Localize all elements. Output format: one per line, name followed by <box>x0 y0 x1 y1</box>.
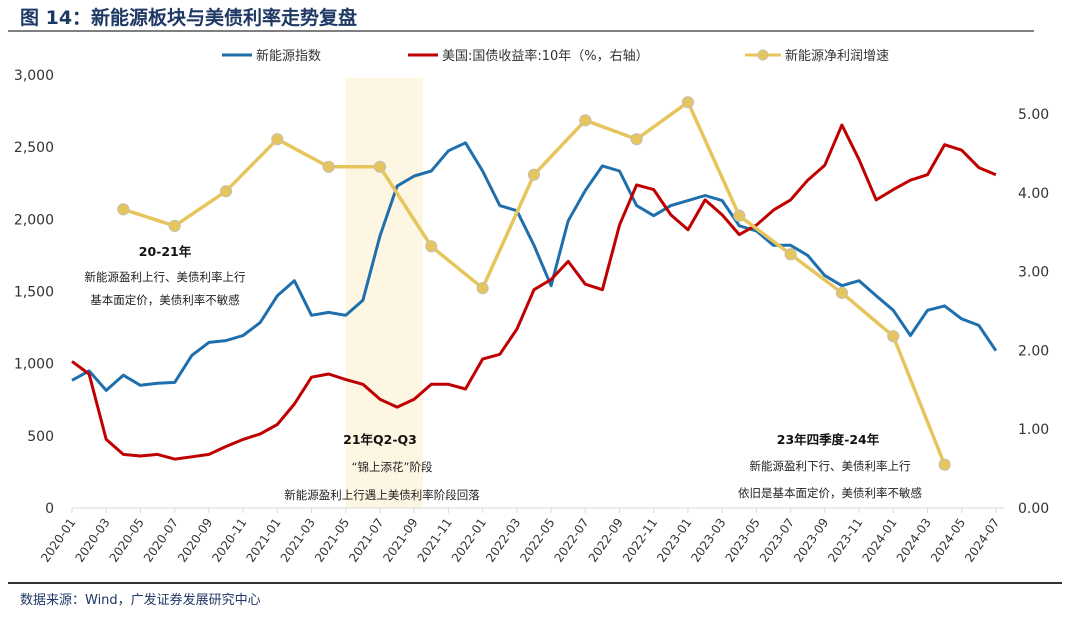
left-axis: 0 500 1,000 1,500 2,000 2,500 3,000 <box>14 68 54 517</box>
figure-title: 图 14：新能源板块与美债利率走势复盘 <box>20 6 357 29</box>
annotation-3-title: 23年四季度-24年 <box>777 432 880 447</box>
profit-growth-point <box>938 458 951 471</box>
left-tick-label: 1,500 <box>14 285 54 301</box>
x-axis: 2020-012020-032020-052020-072020-092020-… <box>38 507 1004 565</box>
annotation-3-line: 依旧是基本面定价，美债利率不敏感 <box>738 486 922 500</box>
annotation-1-title: 20-21年 <box>139 244 192 259</box>
right-tick-label: 0.00 <box>1018 501 1049 517</box>
profit-growth-point <box>373 160 387 173</box>
annotation-2-line: 新能源盈利上行遇上美债利率阶段回落 <box>284 488 480 502</box>
legend-label-profit: 新能源净利润增速 <box>785 48 889 64</box>
annotation-1-line: 新能源盈利上行、美债利率上行 <box>85 270 246 284</box>
left-tick-label: 2,500 <box>14 140 54 156</box>
left-tick-label: 1,000 <box>14 357 54 373</box>
annotation-2-line: “锦上添花”阶段 <box>352 460 433 474</box>
series-markers <box>117 96 951 471</box>
left-tick-label: 500 <box>27 429 54 445</box>
profit-growth-point <box>527 168 541 181</box>
source-note: 数据来源：Wind，广发证券发展研究中心 <box>20 592 261 608</box>
right-tick-label: 1.00 <box>1018 422 1049 438</box>
profit-growth-point <box>784 248 797 261</box>
profit-growth-point <box>168 219 181 232</box>
profit-growth-point <box>887 330 900 343</box>
legend-label-index: 新能源指数 <box>256 48 321 64</box>
profit-growth-point <box>476 282 489 295</box>
left-tick-label: 3,000 <box>14 68 54 84</box>
profit-growth-point <box>579 114 592 127</box>
profit-growth-point <box>425 240 438 253</box>
highlight-band <box>345 78 423 508</box>
profit-growth-point <box>681 96 695 109</box>
profit-growth-point <box>322 160 335 173</box>
profit-growth-point <box>117 203 130 216</box>
profit-growth-point <box>733 209 746 222</box>
series-line-index <box>71 141 998 392</box>
annotation-1-line: 基本面定价，美债利率不敏感 <box>90 293 240 307</box>
series-line-yield <box>71 123 997 461</box>
legend-marker-profit <box>757 49 769 61</box>
right-tick-label: 2.00 <box>1018 343 1049 359</box>
legend: 新能源指数 美国:国债收益率:10年（%，右轴） 新能源净利润增速 <box>222 48 889 64</box>
series-line-profit <box>122 100 947 466</box>
legend-label-yield: 美国:国债收益率:10年（%，右轴） <box>442 48 649 64</box>
left-tick-label: 0 <box>45 501 54 517</box>
left-tick-label: 2,000 <box>14 212 54 228</box>
annotation-3-line: 新能源盈利下行、美债利率上行 <box>750 459 911 473</box>
profit-growth-point <box>630 133 643 146</box>
right-axis: 0.00 1.00 2.00 3.00 4.00 5.00 <box>1018 107 1049 517</box>
profit-growth-point <box>219 185 233 198</box>
x-tick-label: 2024-07 <box>962 516 1002 565</box>
profit-growth-point <box>835 286 849 299</box>
right-tick-label: 5.00 <box>1018 107 1049 123</box>
annotation-2-title: 21年Q2-Q3 <box>343 432 417 447</box>
right-tick-label: 4.00 <box>1018 186 1049 202</box>
annotations: 20-21年 新能源盈利上行、美债利率上行 基本面定价，美债利率不敏感 21年Q… <box>85 244 923 502</box>
right-tick-label: 3.00 <box>1018 265 1049 281</box>
profit-growth-point <box>271 133 284 146</box>
